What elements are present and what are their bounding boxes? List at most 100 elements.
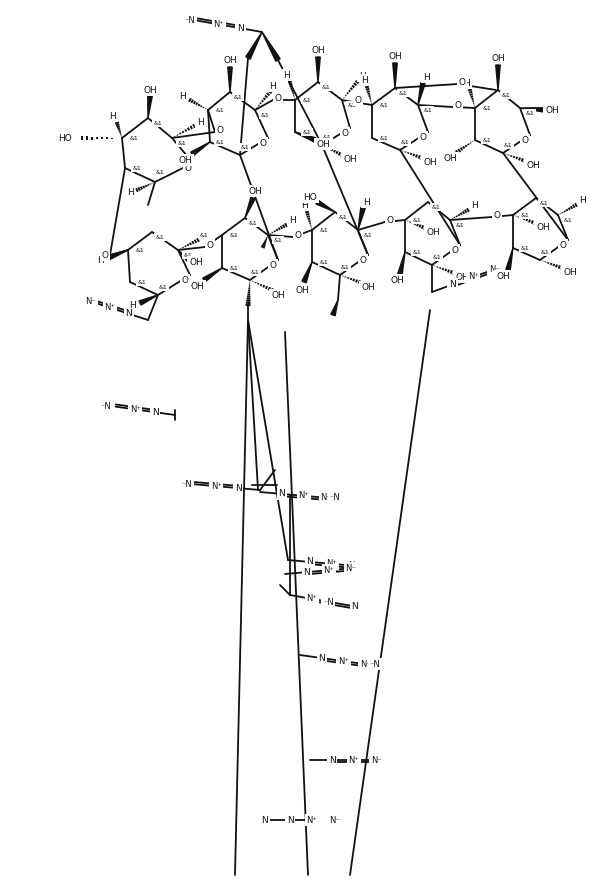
Text: OH: OH — [496, 271, 510, 280]
Text: N⁺: N⁺ — [338, 657, 349, 666]
Text: H: H — [283, 71, 290, 80]
Text: OH: OH — [388, 51, 402, 61]
Text: OH: OH — [190, 281, 204, 290]
Text: N⁺: N⁺ — [130, 405, 141, 414]
Text: &1: &1 — [424, 108, 432, 113]
Text: N: N — [262, 815, 269, 824]
Polygon shape — [520, 108, 545, 112]
Text: N: N — [352, 602, 359, 611]
Text: OH: OH — [178, 156, 192, 165]
Text: O: O — [452, 246, 458, 254]
Text: H: H — [472, 201, 479, 210]
Text: &1: &1 — [540, 201, 548, 205]
Polygon shape — [245, 197, 255, 218]
Text: N: N — [286, 815, 293, 824]
Text: OH: OH — [143, 85, 157, 94]
Text: N⁺: N⁺ — [105, 303, 115, 312]
Text: N: N — [318, 653, 325, 662]
Text: OH: OH — [223, 56, 237, 65]
Text: HO: HO — [59, 134, 72, 142]
Text: &1: &1 — [274, 237, 282, 243]
Text: O: O — [354, 96, 362, 105]
Polygon shape — [316, 200, 335, 212]
Text: &1: &1 — [320, 228, 328, 232]
Text: &1: &1 — [251, 270, 259, 274]
Text: O: O — [275, 93, 282, 102]
Text: N⁺: N⁺ — [349, 755, 360, 764]
Text: &1: &1 — [482, 137, 492, 142]
Text: &1: &1 — [339, 214, 347, 220]
Text: N⁺: N⁺ — [213, 20, 224, 29]
Polygon shape — [191, 142, 210, 156]
Text: N⁻: N⁻ — [320, 494, 331, 503]
Text: N⁺: N⁺ — [211, 482, 222, 491]
Text: H: H — [129, 300, 136, 309]
Text: &1: &1 — [132, 166, 142, 170]
Text: OH: OH — [295, 286, 309, 295]
Text: &1: &1 — [564, 218, 572, 222]
Text: H: H — [108, 111, 115, 120]
Text: ⁻N: ⁻N — [370, 659, 380, 668]
Text: &1: &1 — [261, 113, 269, 117]
Text: N: N — [304, 567, 310, 577]
Text: &1: &1 — [129, 135, 139, 141]
Text: &1: &1 — [230, 232, 238, 237]
Text: &1: &1 — [156, 235, 164, 239]
Polygon shape — [107, 250, 128, 260]
Text: &1: &1 — [501, 92, 511, 98]
Text: &1: &1 — [302, 98, 311, 102]
Text: O: O — [259, 139, 267, 148]
Text: N⁺: N⁺ — [326, 559, 338, 568]
Text: &1: &1 — [136, 247, 144, 253]
Polygon shape — [148, 96, 152, 118]
Text: O: O — [386, 216, 394, 225]
Text: &1: &1 — [156, 169, 164, 175]
Text: &1: &1 — [323, 134, 331, 140]
Text: N: N — [307, 557, 314, 566]
Text: N: N — [328, 755, 335, 764]
Polygon shape — [139, 295, 158, 305]
Polygon shape — [418, 82, 425, 105]
Polygon shape — [262, 32, 280, 61]
Text: OH: OH — [316, 140, 330, 149]
Text: N⁻: N⁻ — [349, 561, 359, 570]
Text: &1: &1 — [347, 102, 357, 108]
Text: &1: &1 — [413, 218, 421, 222]
Text: H: H — [197, 117, 203, 126]
Text: N⁺: N⁺ — [307, 815, 317, 824]
Text: &1: &1 — [137, 280, 147, 285]
Text: &1: &1 — [216, 140, 224, 144]
Text: H: H — [180, 91, 187, 100]
Text: OH: OH — [526, 160, 540, 169]
Text: OH: OH — [189, 257, 203, 266]
Text: &1: &1 — [249, 220, 257, 226]
Polygon shape — [295, 132, 316, 142]
Text: &1: &1 — [184, 253, 192, 257]
Text: &1: &1 — [482, 106, 492, 110]
Polygon shape — [178, 250, 195, 267]
Polygon shape — [203, 268, 222, 282]
Text: &1: &1 — [379, 102, 388, 108]
Text: OH: OH — [248, 186, 262, 195]
Text: &1: &1 — [233, 94, 242, 99]
Text: &1: &1 — [153, 120, 163, 125]
Text: O: O — [270, 261, 277, 270]
Text: N⁺: N⁺ — [323, 565, 334, 574]
Text: O: O — [216, 125, 224, 134]
Text: &1: &1 — [456, 222, 464, 228]
Text: &1: &1 — [525, 110, 534, 116]
Text: OH: OH — [443, 153, 457, 162]
Text: OH: OH — [491, 54, 505, 63]
Text: &1: &1 — [400, 140, 410, 144]
Text: &1: &1 — [322, 84, 330, 90]
Text: N: N — [126, 309, 132, 318]
Text: H: H — [359, 72, 365, 81]
Text: H: H — [363, 197, 370, 206]
Polygon shape — [393, 63, 397, 88]
Text: N⁺: N⁺ — [298, 491, 309, 500]
Text: O: O — [206, 240, 214, 249]
Text: ⁻N: ⁻N — [330, 494, 341, 503]
Text: O: O — [522, 135, 529, 144]
Text: &1: &1 — [399, 90, 407, 96]
Text: N⁺: N⁺ — [306, 594, 317, 603]
